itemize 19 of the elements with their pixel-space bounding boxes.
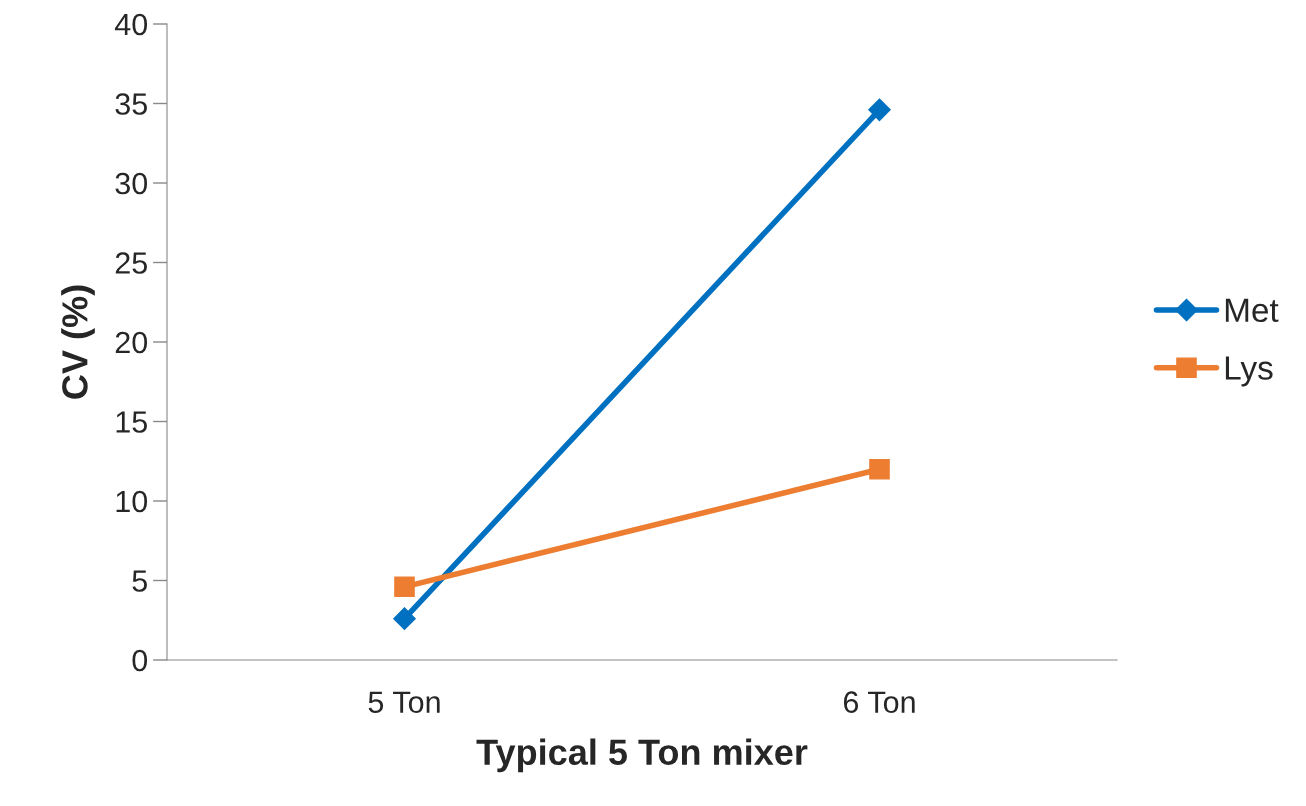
point — [393, 607, 416, 630]
point — [869, 458, 890, 480]
y-tick-label: 30 — [115, 172, 148, 195]
x-tick-label: 6 Ton — [843, 691, 915, 713]
x-axis-title: Typical 5 Ton mixer — [476, 738, 808, 773]
y-axis-title: CV (%) — [61, 285, 95, 399]
y-tick-label: 10 — [116, 490, 148, 513]
y-tick-label: 25 — [115, 252, 147, 274]
y-tick-label: 20 — [115, 331, 148, 354]
y-tick-label: 5 — [132, 570, 147, 592]
point — [394, 576, 415, 598]
y-tick-label: 0 — [132, 649, 148, 672]
point — [868, 98, 891, 122]
legend-label: Lys — [1225, 356, 1273, 387]
legend-label: Met — [1225, 298, 1279, 323]
y-tick-label: 40 — [114, 13, 148, 36]
y-tick-label: 15 — [116, 411, 147, 433]
x-tick-label: 5 Ton — [368, 691, 440, 713]
y-tick-label: 35 — [115, 93, 147, 115]
